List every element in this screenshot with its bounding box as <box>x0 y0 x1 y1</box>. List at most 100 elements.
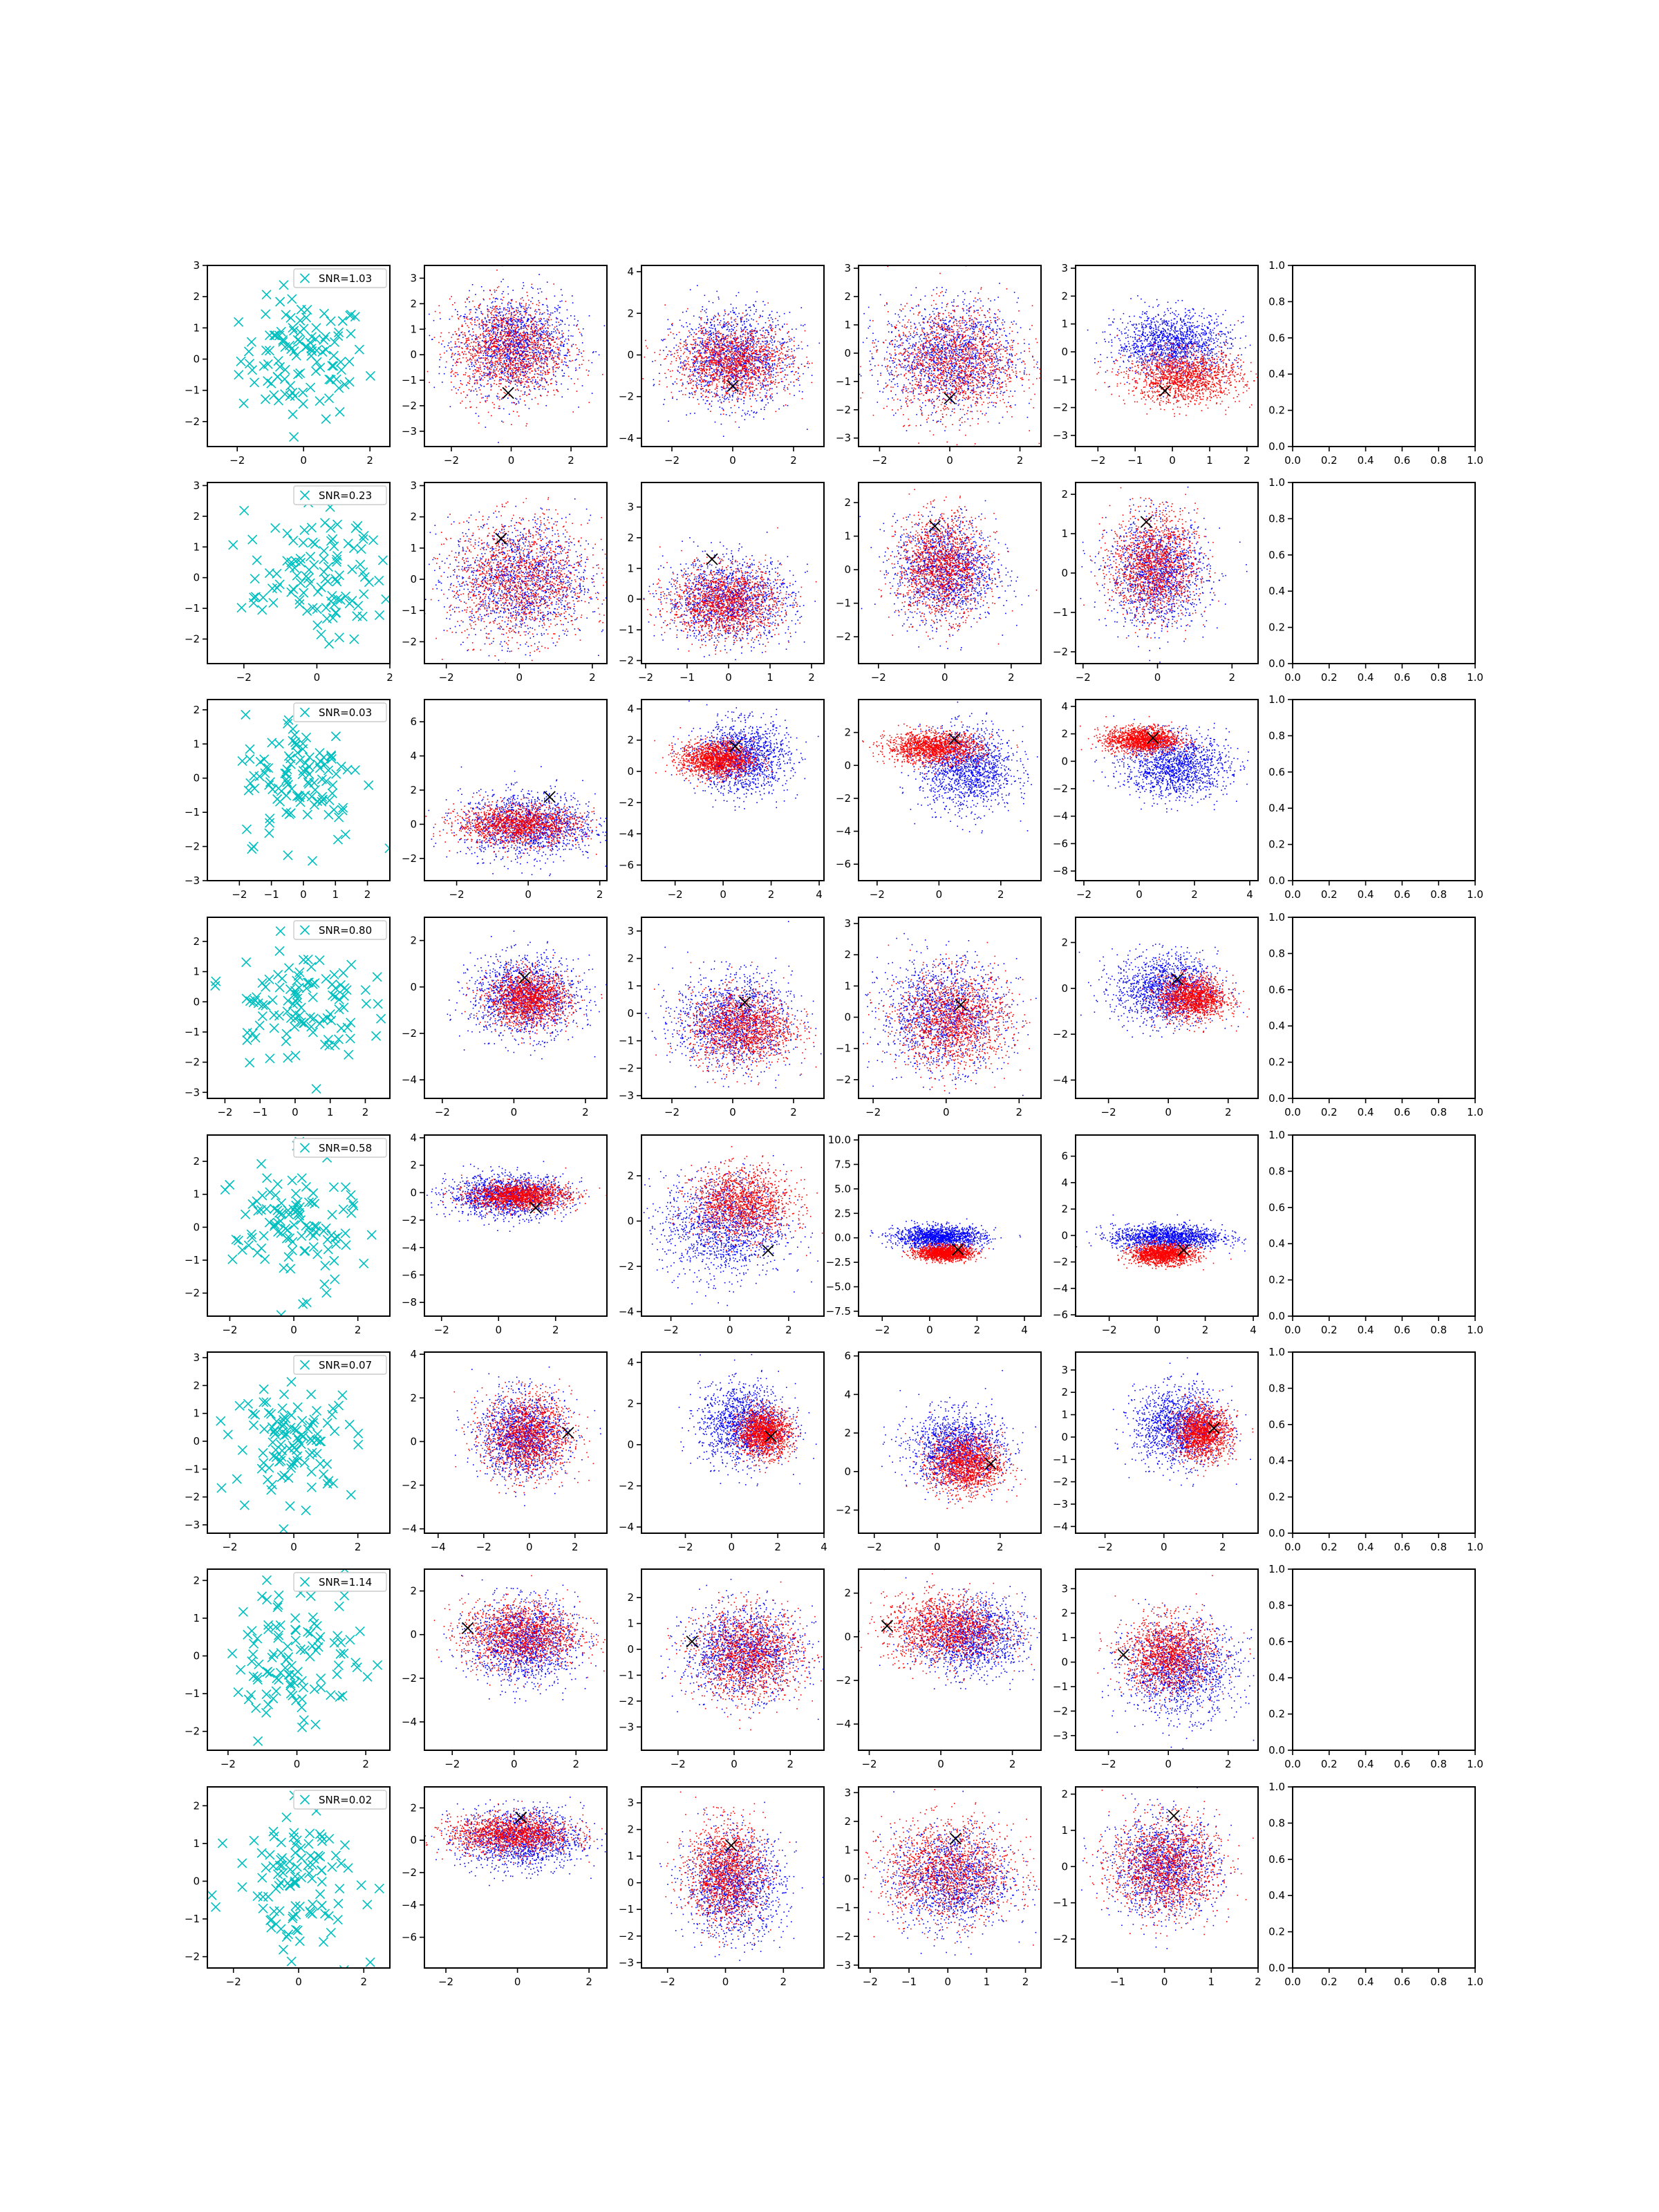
red-cloud-point <box>723 371 724 373</box>
red-cloud-point <box>556 338 558 339</box>
blue-cloud-point <box>561 324 562 326</box>
red-cloud-point <box>534 328 535 329</box>
blue-cloud-point <box>702 306 704 308</box>
red-cloud-point <box>550 379 552 381</box>
red-cloud-point <box>478 348 479 349</box>
blue-cloud-point <box>751 355 752 357</box>
blue-cloud-point <box>540 288 541 290</box>
red-cloud-point <box>682 366 683 367</box>
blue-cloud-point <box>803 326 804 327</box>
blue-cloud-point <box>541 292 543 293</box>
red-cloud-point <box>489 338 491 339</box>
red-cloud-point <box>492 337 494 338</box>
red-cloud-point <box>505 329 507 330</box>
blue-cloud-point <box>711 401 713 402</box>
blue-cloud-point <box>507 353 509 355</box>
blue-cloud-point <box>708 335 709 336</box>
red-cloud-point <box>726 336 727 337</box>
blue-cloud-point <box>747 314 749 315</box>
red-cloud-point <box>766 378 767 379</box>
blue-cloud-point <box>556 384 557 386</box>
blue-cloud-point <box>506 357 507 358</box>
blue-cloud-point <box>515 379 516 381</box>
red-cloud-point <box>505 381 507 382</box>
blue-cloud-point <box>766 384 767 386</box>
red-cloud-point <box>515 363 516 364</box>
blue-cloud-point <box>561 330 563 332</box>
blue-cloud-point <box>526 328 527 330</box>
red-cloud-point <box>490 389 491 391</box>
red-cloud-point <box>469 349 471 350</box>
red-cloud-point <box>516 318 517 319</box>
red-cloud-point <box>518 337 520 338</box>
blue-cloud-point <box>532 356 534 357</box>
red-cloud-point <box>462 334 464 335</box>
red-cloud-point <box>478 355 480 357</box>
blue-cloud-point <box>525 341 527 343</box>
red-cloud-point <box>778 382 779 384</box>
red-cloud-point <box>492 402 494 404</box>
red-cloud-point <box>487 311 489 312</box>
red-cloud-point <box>686 367 688 368</box>
blue-cloud-point <box>482 397 484 399</box>
blue-cloud-point <box>538 321 540 322</box>
red-cloud-point <box>457 359 458 360</box>
red-cloud-point <box>716 348 718 349</box>
red-cloud-point <box>519 347 521 348</box>
red-cloud-point <box>532 371 534 372</box>
blue-cloud-point <box>733 348 735 349</box>
blue-cloud-point <box>798 345 800 346</box>
blue-cloud-point <box>514 327 515 328</box>
red-cloud-point <box>750 377 751 378</box>
blue-cloud-point <box>772 321 774 323</box>
red-cloud-point <box>495 307 496 308</box>
blue-cloud-point <box>693 375 695 377</box>
red-cloud-point <box>500 371 502 373</box>
blue-cloud-point <box>491 308 493 309</box>
red-cloud-point <box>498 408 500 409</box>
red-cloud-point <box>543 341 545 342</box>
blue-cloud-point <box>499 345 500 346</box>
blue-cloud-point <box>714 393 715 394</box>
red-cloud-point <box>455 341 456 343</box>
blue-cloud-point <box>496 325 497 326</box>
sample-marker <box>346 310 355 319</box>
red-cloud-point <box>487 367 488 368</box>
blue-cloud-point <box>712 328 713 329</box>
blue-cloud-point <box>505 375 506 377</box>
blue-cloud-point <box>764 381 765 382</box>
red-cloud-point <box>480 367 481 368</box>
red-cloud-point <box>520 341 521 343</box>
red-cloud-point <box>494 365 496 366</box>
red-cloud-point <box>565 301 567 302</box>
axis-ytick-label: −2 <box>402 400 417 412</box>
blue-cloud-point <box>474 347 475 348</box>
red-cloud-point <box>537 377 538 378</box>
red-cloud-point <box>505 348 506 350</box>
blue-cloud-point <box>516 399 518 400</box>
blue-cloud-point <box>731 349 732 350</box>
red-cloud-point <box>471 317 473 319</box>
red-cloud-point <box>762 337 763 339</box>
blue-cloud-point <box>525 361 527 362</box>
blue-cloud-point <box>769 375 770 376</box>
blue-cloud-point <box>574 325 575 326</box>
red-cloud-point <box>538 360 539 362</box>
blue-cloud-point <box>762 351 764 353</box>
red-cloud-point <box>706 366 707 367</box>
blue-cloud-point <box>733 363 735 364</box>
red-cloud-point <box>494 373 496 374</box>
red-cloud-point <box>507 377 509 378</box>
sample-marker <box>340 380 349 389</box>
blue-cloud-point <box>706 400 708 402</box>
blue-cloud-point <box>489 396 490 397</box>
blue-cloud-point <box>746 388 747 389</box>
blue-cloud-point <box>748 411 749 412</box>
blue-cloud-point <box>568 325 570 326</box>
blue-cloud-point <box>709 356 710 357</box>
blue-cloud-point <box>511 336 512 337</box>
blue-cloud-point <box>748 386 749 387</box>
axis-ytick-label: 0 <box>627 348 634 361</box>
red-cloud-point <box>451 316 453 317</box>
blue-cloud-point <box>467 344 468 346</box>
